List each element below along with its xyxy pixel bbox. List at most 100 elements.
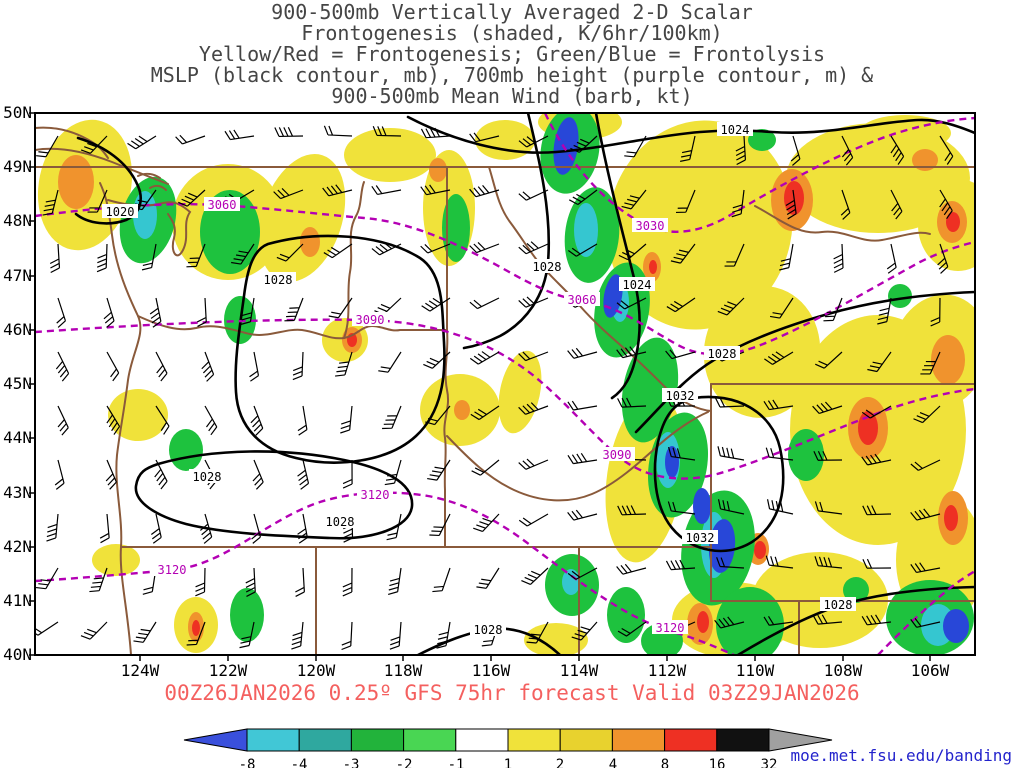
map-shape — [714, 616, 745, 629]
contour-label: 3090 — [603, 448, 632, 462]
map-shape — [382, 405, 402, 430]
map-shape — [910, 618, 941, 628]
map-shape — [937, 243, 949, 274]
map-shape — [80, 135, 108, 154]
map-shape — [273, 187, 304, 200]
map-shape — [616, 563, 647, 575]
map-shape — [388, 567, 402, 596]
map-shape — [150, 513, 162, 544]
map-shape — [386, 513, 402, 541]
map-shape — [812, 614, 843, 625]
map-shape — [175, 134, 206, 145]
map-shape — [344, 128, 436, 182]
contour-label: 3120 — [361, 488, 390, 502]
map-shape — [861, 453, 892, 466]
map-shape — [105, 459, 117, 490]
map-shape — [99, 513, 110, 544]
lat-tick-label: 40N — [3, 645, 32, 664]
map-shape — [779, 243, 794, 271]
map-shape — [252, 459, 264, 490]
map-shape — [769, 297, 794, 319]
map-shape — [195, 567, 206, 597]
map-shape — [693, 488, 711, 524]
contour-label: 1020 — [106, 205, 135, 219]
map-shape — [421, 297, 451, 312]
map-shape — [297, 459, 310, 490]
map-shape — [371, 242, 402, 256]
map-shape — [877, 297, 892, 325]
map-shape — [250, 405, 264, 436]
contour-label: 1028 — [708, 347, 737, 361]
colorbar-segment — [611, 728, 666, 752]
lat-tick-label: 45N — [3, 374, 32, 393]
map-shape — [766, 499, 794, 515]
map-shape — [814, 556, 843, 569]
map-shape — [154, 459, 168, 490]
map-shape — [436, 621, 451, 649]
lat-tick-label: 46N — [3, 320, 32, 339]
map-shape — [624, 135, 647, 158]
island-shore — [137, 172, 167, 191]
map-shape — [87, 189, 108, 213]
map-shape — [518, 135, 549, 148]
site-link[interactable]: moe.met.fsu.edu/banding — [790, 746, 1012, 765]
map-shape — [813, 450, 843, 461]
map-shape — [833, 243, 844, 273]
map-shape — [785, 189, 797, 220]
lat-tick-label: 50N — [3, 103, 32, 122]
map-shape — [841, 135, 854, 166]
colorbar-tick: 2 — [556, 757, 564, 768]
map-shape — [939, 135, 954, 165]
title-line-1: 900-500mb Vertically Averaged 2-D Scalar — [271, 0, 753, 24]
map-shape — [92, 544, 140, 576]
map-shape — [240, 297, 255, 325]
map-shape — [717, 446, 745, 461]
map-shape — [429, 513, 451, 537]
contour-label: 3060 — [568, 293, 597, 307]
map-shape — [155, 405, 170, 435]
map-shape — [632, 218, 668, 232]
hgt-3090 — [35, 318, 975, 480]
contour-label: 1032 — [666, 389, 695, 403]
map-shape — [295, 567, 305, 598]
map-shape — [127, 135, 157, 150]
map-shape — [788, 429, 824, 481]
map-shape — [843, 577, 869, 603]
contour-label: 1028 — [193, 470, 222, 484]
map-shape — [616, 346, 647, 359]
colorbar-tick: 8 — [661, 757, 669, 768]
map-shape — [186, 243, 206, 268]
map-shape — [599, 447, 635, 461]
map-shape: 1032 — [682, 530, 718, 545]
map-shape — [150, 513, 162, 544]
map-shape — [36, 135, 59, 158]
map-shape: 3120 — [652, 620, 688, 635]
map-shape — [42, 189, 59, 216]
colorbar-tick: -1 — [448, 757, 465, 768]
map-shape — [910, 508, 941, 521]
forecast-caption: 00Z26JAN2026 0.25º GFS 75hr forecast Val… — [164, 681, 860, 705]
map-shape — [704, 346, 740, 360]
map-shape — [735, 135, 747, 166]
map-shape — [867, 351, 892, 373]
colorbar-segment — [350, 728, 405, 752]
map-shape — [763, 615, 794, 626]
map-shape — [57, 405, 69, 436]
map-shape — [616, 297, 647, 310]
map-shape — [717, 499, 745, 515]
map-shape: 1020 — [102, 204, 138, 219]
map-shape — [378, 351, 402, 373]
map-shape — [469, 132, 500, 143]
map-shape — [861, 614, 892, 626]
map-shape — [297, 459, 310, 490]
map-shape — [55, 351, 70, 382]
map-shape — [54, 459, 65, 490]
map-shape — [470, 405, 500, 421]
map-shape — [342, 459, 353, 489]
map-shape — [471, 459, 500, 476]
map-shape — [624, 135, 647, 158]
map-shape — [562, 569, 580, 595]
colorbar-right-arrow — [768, 728, 833, 752]
map-shape: 3120 — [357, 487, 393, 502]
frontogenesis-shading — [37, 113, 975, 655]
